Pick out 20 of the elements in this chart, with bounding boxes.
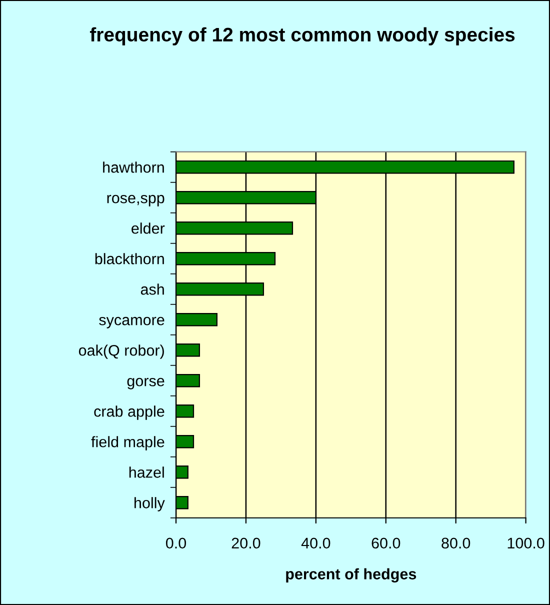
y-tick-label: blackthorn [95,253,164,264]
chart-title: frequency of 12 most common woody species [90,27,515,46]
x-tick-label: 60.0 [372,538,400,549]
y-tick-label: elder [132,222,165,234]
y-tick-label: sycamore [99,316,164,328]
y-tick-label: hazel [129,466,164,478]
y-tick-label: crab apple [94,406,164,420]
x-tick-label: 100.0 [508,538,544,549]
x-axis-title: percent of hedges [286,568,416,583]
x-tick-label: 40.0 [301,538,330,549]
x-tick-label: 80.0 [442,538,470,549]
y-tick-label: hawthorn [103,162,164,173]
y-tick-label: gorse [127,378,164,390]
y-tick-label: rose,spp [107,194,164,206]
y-tick-label: field maple [91,436,164,450]
y-tick-label: oak(Q robor) [78,344,164,359]
x-tick-label: 0.0 [166,538,186,549]
x-tick-label: 20.0 [232,538,260,549]
y-tick-label: ash [140,284,164,295]
y-tick-label: holly [134,497,165,512]
